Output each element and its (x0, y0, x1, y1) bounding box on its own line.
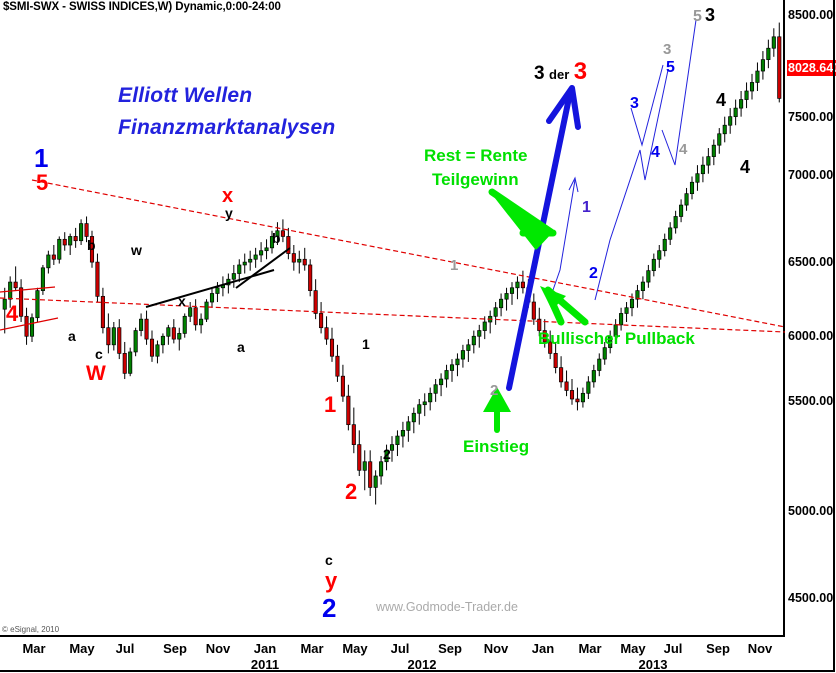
watermark: www.Godmode-Trader.de (376, 600, 518, 614)
green-arrow-pullback (540, 286, 589, 326)
red-trendline-2 (31, 179, 786, 328)
wave-label-wy-black: y (225, 205, 233, 221)
year-tick: 2011 (250, 657, 280, 672)
target-label-pre: 3 (534, 63, 545, 84)
brand-title-line2: Finanzmarktanalysen (118, 116, 336, 139)
price-tick: 8500.00 (788, 8, 834, 22)
copyright-notice: © eSignal, 2010 (2, 625, 60, 634)
date-tick: Mar (578, 641, 602, 656)
date-tick: May (620, 641, 646, 656)
wave-label-w4-blk-2: 4 (740, 157, 751, 177)
wave-label-w5-red: 5 (36, 170, 49, 195)
green-label-einstieg: Einstieg (463, 437, 530, 456)
blue-thin-impulse-2 (594, 69, 669, 301)
blue-thin-arrowhead (568, 176, 579, 193)
wave-label-wy-red: y (325, 568, 338, 593)
date-tick: Sep (163, 641, 187, 656)
wave-label-ww-small: w (131, 242, 142, 258)
black-channel-lower (145, 269, 275, 308)
green-arrow-teilgewinn (488, 188, 557, 250)
red-trendline (0, 297, 786, 333)
wave-label-w1-purple: 1 (582, 199, 591, 216)
target-label-mid: der (549, 67, 570, 82)
date-tick: Nov (205, 641, 231, 656)
date-tick: Nov (483, 641, 509, 656)
date-tick: Jan (531, 641, 555, 656)
date-tick: Mar (300, 641, 324, 656)
wave-label-w4-blk-1: 4 (716, 90, 727, 110)
wave-label-wc-2: c (325, 552, 333, 568)
price-axis: 8028.640 8500.00 7500.00 7000.00 6500.00 600… (787, 0, 836, 637)
wave-label-w3-blk-top: 3 (705, 5, 716, 25)
year-tick: 2012 (407, 657, 437, 672)
wave-label-w1-gray: 1 (450, 257, 459, 274)
red-mini-line-1 (0, 286, 56, 293)
wave-label-wx-small: x (178, 293, 186, 309)
target-label-post: 3 (573, 58, 588, 85)
wave-label-w2-gray: 2 (490, 382, 499, 399)
wave-label-w5-blue: 5 (666, 59, 675, 76)
date-tick: Sep (438, 641, 462, 656)
price-tick: 7500.00 (788, 110, 834, 124)
blue-thin-impulse-3 (630, 64, 664, 147)
price-tick: 6500.00 (788, 255, 834, 269)
wave-label-wa-2: a (237, 339, 245, 355)
year-tick: 2013 (638, 657, 668, 672)
wave-label-w3-gray: 3 (663, 41, 672, 58)
price-tick: 7000.00 (788, 168, 834, 182)
wave-label-w1-big: 1 (34, 143, 49, 173)
wave-label-w1-red-2: 1 (324, 392, 337, 417)
price-tick: 4500.00 (788, 591, 834, 605)
wave-label-w2-red-2: 2 (345, 479, 358, 504)
date-tick: Jul (115, 641, 135, 656)
date-tick: Mar (22, 641, 46, 656)
date-tick: Sep (706, 641, 730, 656)
brand-title-line1: Elliott Wellen (118, 84, 253, 107)
date-tick: May (69, 641, 95, 656)
plot-frame (0, 0, 785, 637)
wave-label-w4-blue-1: 4 (651, 144, 660, 161)
wave-label-wb-1: b (87, 237, 96, 253)
date-tick: Jul (663, 641, 683, 656)
wave-label-wb-2: b (272, 230, 281, 246)
red-mini-line-2 (0, 317, 59, 331)
blue-thin-impulse-1 (552, 179, 576, 291)
wave-label-w1-blk-mid: 1 (362, 336, 370, 352)
date-tick: Nov (747, 641, 773, 656)
date-tick: Jul (390, 641, 410, 656)
wave-label-wa-1: a (68, 328, 76, 344)
green-arrow-einstieg (483, 387, 511, 433)
price-tick: 6000.00 (788, 329, 834, 343)
wave-label-w2-blue-big: 2 (322, 593, 337, 623)
wave-label-w5-gray-t: 5 (693, 8, 702, 25)
wave-label-w2-blue-r: 2 (589, 265, 598, 282)
wave-label-w2-blk-mid: 2 (383, 446, 391, 462)
green-label-rest-rente: Rest = Rente (424, 146, 528, 165)
wave-label-wc-1: c (95, 346, 103, 362)
wave-label-w4-gray-1: 4 (679, 141, 688, 158)
wave-label-wX-red: x (222, 185, 234, 207)
date-axis: Mar May Jul Sep Nov Jan Mar May Jul Sep Nov Jan Mar M… (0, 641, 785, 673)
price-tick: 5000.00 (788, 504, 834, 518)
last-price-marker: 8028.640 (787, 60, 836, 76)
price-tick: 5500.00 (788, 394, 834, 408)
date-tick: May (342, 641, 368, 656)
wave-label-w3-blue-1: 3 (630, 95, 639, 112)
chart-title: $SMI-SWX - SWISS INDICES,W) Dynamic,0:00… (3, 1, 281, 13)
wave-label-w4-red: 4 (6, 301, 19, 326)
black-channel-upper (235, 247, 291, 289)
target-wave-label: 3 der 3 (534, 60, 587, 84)
green-label-bullischer-pullback: Bullischer Pullback (538, 329, 695, 348)
green-label-teilgewinn: Teilgewinn (432, 170, 519, 189)
wave-label-wW-red: W (86, 362, 106, 385)
blue-thin-impulse-4 (661, 19, 697, 166)
date-tick: Jan (253, 641, 277, 656)
